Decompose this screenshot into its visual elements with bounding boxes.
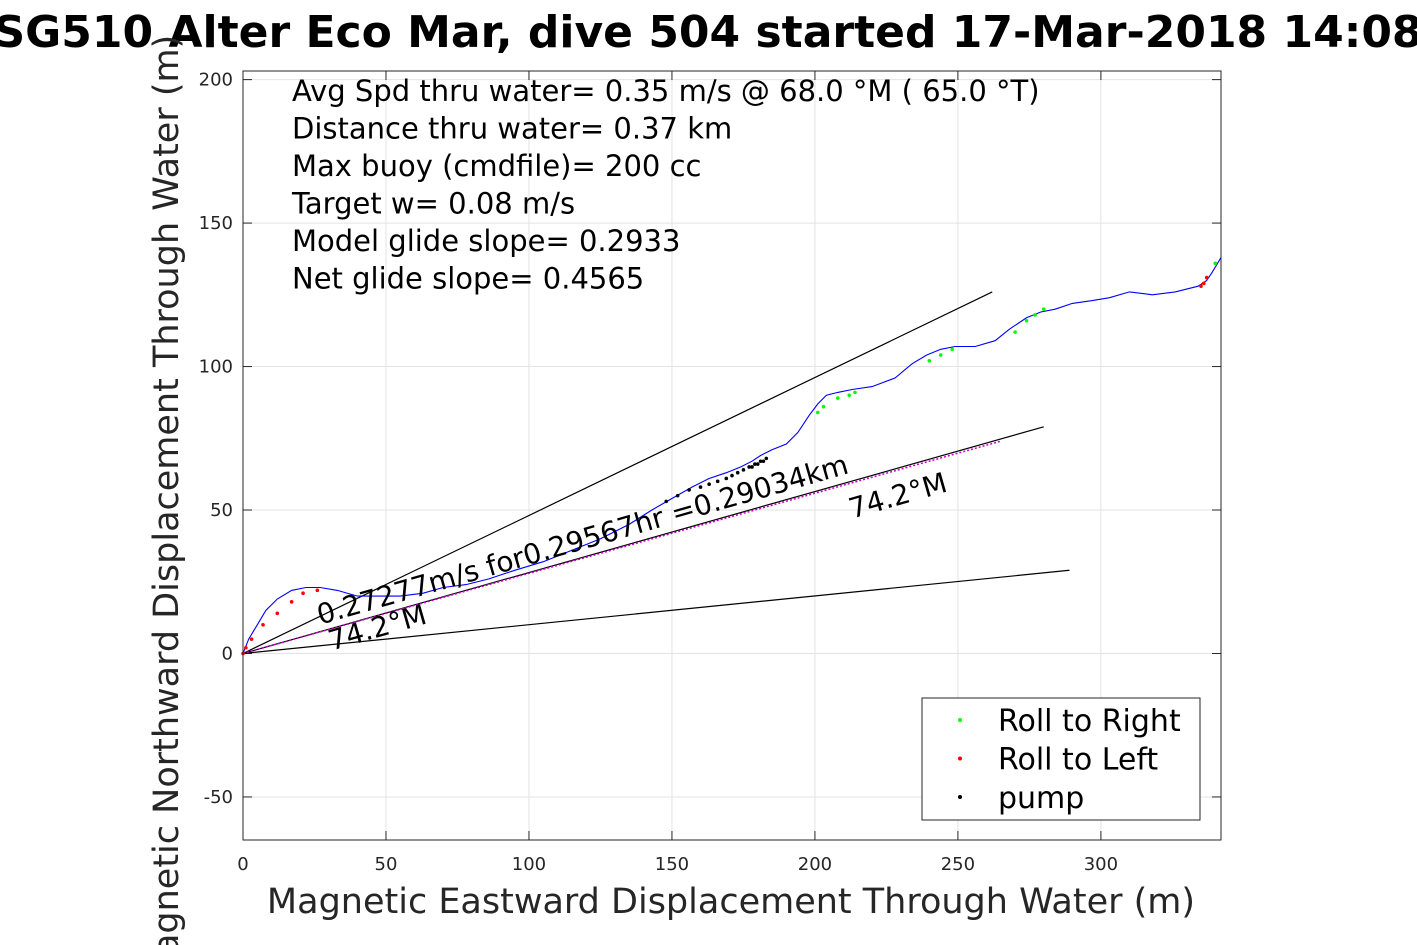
point-pump bbox=[741, 468, 746, 472]
point-roll-to-right bbox=[853, 390, 857, 395]
reference-lines bbox=[242, 291, 1070, 655]
point-pump bbox=[724, 476, 729, 481]
x-tick-label: 50 bbox=[375, 854, 398, 875]
data-points bbox=[241, 261, 1218, 656]
point-roll-to-right bbox=[938, 353, 943, 357]
x-tick-label: 300 bbox=[1084, 854, 1118, 875]
point-roll-to-left bbox=[1202, 281, 1206, 286]
y-tick-label: 100 bbox=[199, 357, 233, 378]
point-pump bbox=[761, 459, 766, 464]
point-roll-to-right bbox=[1041, 307, 1046, 311]
point-pump bbox=[715, 479, 720, 484]
legend-label-0: Roll to Right bbox=[998, 704, 1181, 739]
point-roll-to-left bbox=[275, 611, 280, 616]
point-roll-to-right bbox=[950, 347, 954, 352]
y-tick-label: 150 bbox=[199, 213, 233, 234]
point-roll-to-left bbox=[261, 622, 265, 627]
point-roll-to-left bbox=[289, 600, 294, 604]
y-tick-label: 200 bbox=[199, 70, 233, 91]
point-roll-to-right bbox=[927, 359, 932, 363]
point-pump bbox=[675, 493, 680, 498]
x-tick-label: 100 bbox=[512, 854, 546, 875]
stat-line-3: Target w= 0.08 m/s bbox=[291, 187, 575, 221]
point-pump bbox=[747, 465, 751, 469]
stat-line-2: Max buoy (cmdfile)= 200 cc bbox=[292, 149, 701, 183]
point-roll-to-right bbox=[821, 404, 826, 409]
stat-line-0: Avg Spd thru water= 0.35 m/s @ 68.0 °M (… bbox=[292, 74, 1040, 108]
point-pump bbox=[687, 488, 691, 492]
stat-line-1: Distance thru water= 0.37 km bbox=[292, 112, 732, 146]
point-pump bbox=[750, 465, 754, 469]
stat-line-5: Net glide slope= 0.4565 bbox=[292, 262, 644, 296]
point-pump bbox=[755, 462, 760, 466]
point-roll-to-left bbox=[244, 645, 248, 650]
point-pump bbox=[758, 459, 763, 464]
point-roll-to-right bbox=[815, 410, 820, 415]
y-axis-label: Magnetic Northward Displacement Through … bbox=[147, 35, 187, 945]
reference-line-lower bbox=[242, 569, 1070, 655]
y-tick-label: 50 bbox=[210, 500, 233, 521]
point-roll-to-left bbox=[249, 637, 254, 641]
point-pump bbox=[707, 482, 711, 486]
x-tick-label: 250 bbox=[941, 854, 975, 875]
point-roll-to-left bbox=[1199, 284, 1203, 289]
point-roll-to-left bbox=[1204, 275, 1209, 280]
reference-line-middle bbox=[242, 426, 1044, 655]
reference-line-model bbox=[242, 440, 1002, 655]
point-pump bbox=[753, 462, 757, 466]
reference-line-upper bbox=[242, 291, 993, 655]
stat-line-4: Model glide slope= 0.2933 bbox=[292, 224, 680, 258]
point-pump bbox=[735, 470, 740, 475]
x-tick-label: 0 bbox=[237, 854, 248, 875]
legend-marker-0 bbox=[958, 718, 962, 722]
ticks: 0 50 100 150 200 250 300 -50 0 50 100 150 200 bbox=[199, 70, 1221, 875]
point-pump bbox=[664, 499, 669, 504]
x-tick-label: 150 bbox=[655, 854, 689, 875]
point-pump bbox=[730, 473, 734, 478]
point-roll-to-left bbox=[315, 588, 320, 593]
legend-box bbox=[921, 697, 1201, 821]
x-tick-label: 200 bbox=[798, 854, 832, 875]
x-axis-label: Magnetic Eastward Displacement Through W… bbox=[267, 882, 1195, 922]
axes-frame bbox=[242, 70, 1222, 841]
point-roll-to-left bbox=[301, 591, 305, 596]
point-roll-to-right bbox=[836, 396, 840, 400]
legend-label-2: pump bbox=[998, 781, 1084, 816]
track-line bbox=[242, 257, 1222, 654]
stats-block: Avg Spd thru water= 0.35 m/s @ 68.0 °M (… bbox=[291, 74, 1040, 296]
y-tick-label: 0 bbox=[222, 643, 233, 664]
point-roll-to-right bbox=[1013, 330, 1017, 334]
chart-title: SG510 Alter Eco Mar, dive 504 started 17… bbox=[0, 7, 1417, 58]
legend-marker-1 bbox=[958, 756, 962, 761]
legend-label-1: Roll to Left bbox=[998, 743, 1158, 778]
y-tick-label: -50 bbox=[204, 787, 233, 808]
point-roll-to-right bbox=[1024, 318, 1029, 323]
point-roll-to-right bbox=[1213, 261, 1218, 266]
legend-marker-2 bbox=[958, 795, 962, 799]
point-pump bbox=[764, 456, 769, 461]
track-polyline bbox=[242, 257, 1222, 654]
point-pump bbox=[698, 485, 703, 489]
point-roll-to-right bbox=[1033, 313, 1037, 317]
point-roll-to-right bbox=[847, 393, 852, 398]
